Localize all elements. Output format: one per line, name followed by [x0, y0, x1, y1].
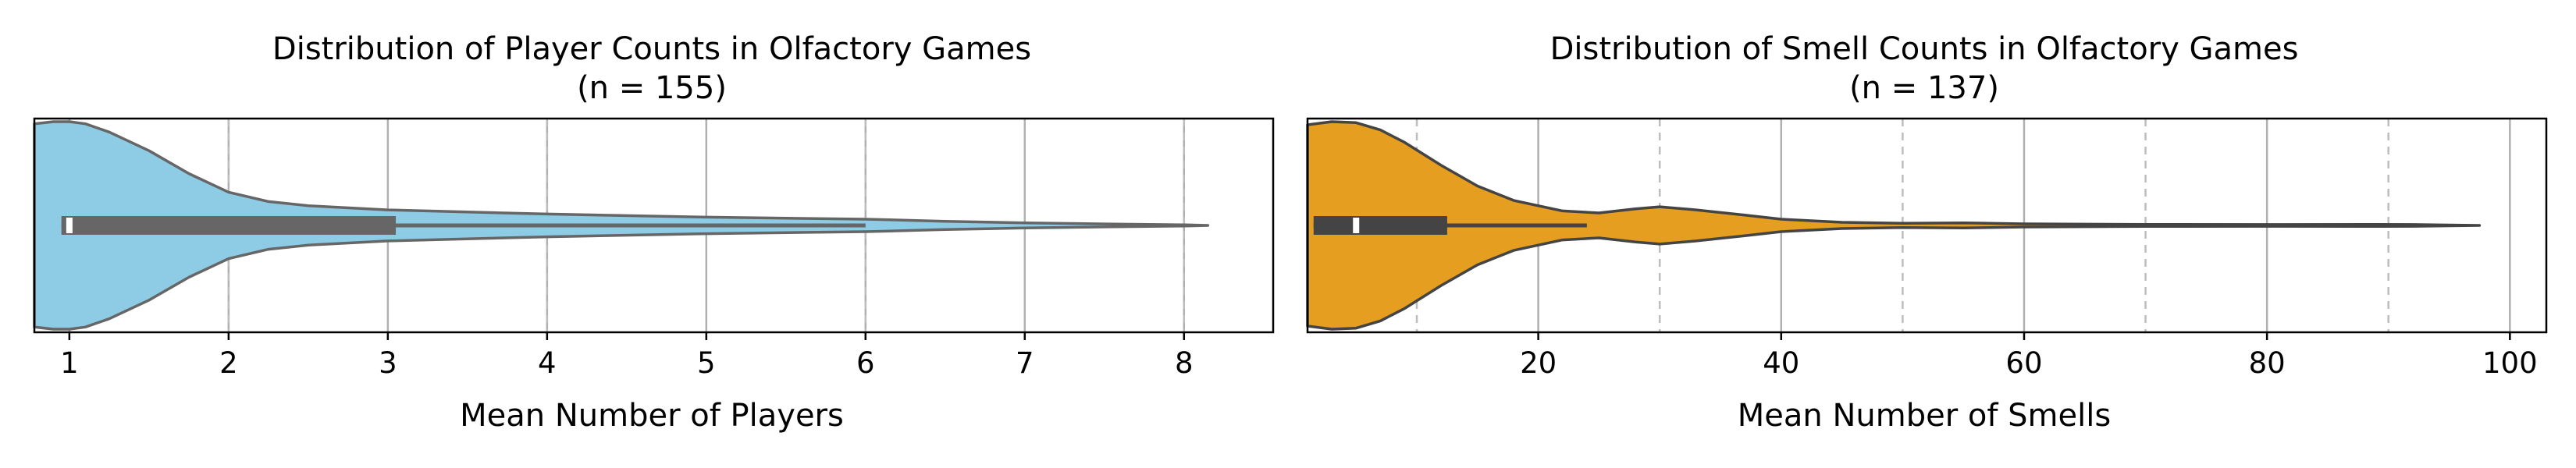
x-tick-label: 4: [538, 346, 557, 380]
median-marker: [66, 218, 73, 233]
axes-frame: [33, 117, 1275, 334]
axes-frame: [1306, 117, 2548, 334]
x-tick-label: 100: [2482, 346, 2538, 380]
violin-body: [1306, 120, 2482, 331]
x-axis-ticks: 20 40 60 80 100: [1520, 332, 2538, 380]
x-tick-label: 7: [1016, 346, 1034, 380]
chart-title: Distribution of Smell Counts in Olfactor…: [1550, 31, 2299, 67]
smells-violin-panel: Distribution of Smell Counts in Olfactor…: [1306, 31, 2548, 434]
x-tick-label: 8: [1175, 346, 1194, 380]
x-tick-label: 5: [697, 346, 716, 380]
players-violin-panel: Distribution of Player Counts in Olfacto…: [33, 31, 1275, 434]
x-axis-label: Mean Number of Smells: [1738, 398, 2111, 434]
x-tick-label: 2: [219, 346, 238, 380]
chart-subtitle: (n = 137): [1849, 70, 1999, 106]
x-tick-label: 6: [856, 346, 875, 380]
x-tick-label: 1: [60, 346, 79, 380]
x-tick-label: 3: [379, 346, 397, 380]
iqr-box: [1313, 216, 1447, 235]
chart-title: Distribution of Player Counts in Olfacto…: [272, 31, 1031, 67]
x-tick-label: 60: [2005, 346, 2042, 380]
x-axis-label: Mean Number of Players: [460, 398, 844, 434]
x-tick-label: 40: [1763, 346, 1799, 380]
median-marker: [1353, 218, 1360, 233]
x-axis-ticks: 1 2 3 4 5 6 7 8: [60, 332, 1194, 380]
x-tick-label: 80: [2249, 346, 2286, 380]
x-tick-label: 20: [1520, 346, 1557, 380]
iqr-box: [61, 216, 397, 235]
chart-subtitle: (n = 155): [577, 70, 727, 106]
